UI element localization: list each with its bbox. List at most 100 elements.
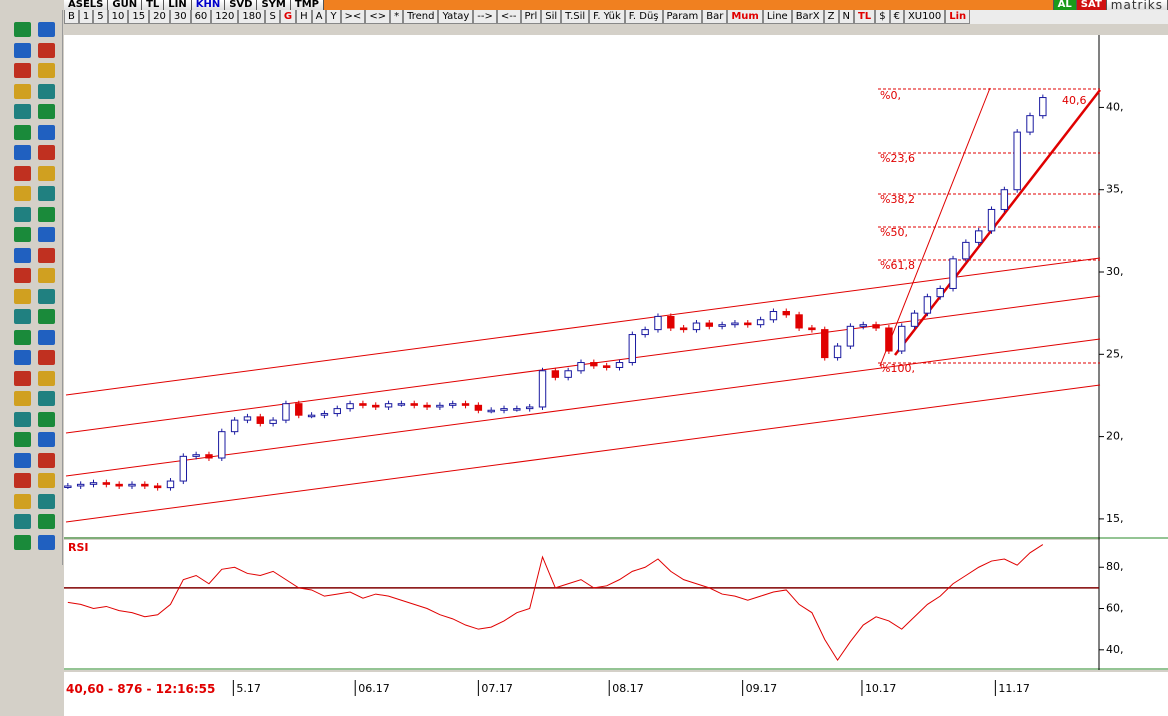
symbol[interactable]: ASELS [64, 0, 109, 10]
tool-icon[interactable] [38, 63, 55, 78]
tool-icon[interactable] [38, 514, 55, 529]
tool-icon[interactable] [14, 22, 31, 37]
toolbar-button[interactable]: 30 [169, 10, 191, 24]
toolbar-button[interactable]: Line [762, 10, 792, 24]
tool-icon[interactable] [14, 370, 31, 386]
toolbar-button[interactable]: F. Yük [589, 10, 625, 24]
tool-icon[interactable] [14, 309, 31, 324]
toolbar-button[interactable]: Y [326, 10, 341, 24]
toolbar-button[interactable]: N [838, 10, 854, 24]
toolbar-button[interactable]: SYM [257, 0, 291, 10]
toolbar-button[interactable]: S [265, 10, 280, 24]
tool-icon[interactable] [38, 350, 55, 365]
tool-icon[interactable] [14, 247, 31, 263]
tool-icon[interactable] [14, 329, 31, 345]
tool-icon[interactable] [38, 534, 55, 550]
buy-button[interactable]: AL [1053, 0, 1077, 10]
toolbar-button[interactable]: * [390, 10, 404, 24]
toolbar-button[interactable]: F. Düş [624, 10, 663, 24]
tool-icon[interactable] [14, 165, 31, 181]
toolbar-button[interactable]: KHN [192, 0, 226, 10]
toolbar-button[interactable]: TL [142, 0, 165, 10]
tool-icon[interactable] [14, 514, 31, 529]
toolbar-button[interactable]: 5 [93, 10, 108, 24]
toolbar-button[interactable]: <-- [496, 10, 521, 24]
tool-icon[interactable] [14, 268, 31, 283]
tool-icon[interactable] [14, 391, 31, 406]
tool-icon[interactable] [14, 452, 31, 468]
tool-icon[interactable] [14, 411, 31, 427]
tool-icon[interactable] [14, 124, 31, 140]
tool-icon[interactable] [38, 165, 55, 181]
tool-icon[interactable] [38, 493, 55, 509]
tool-icon[interactable] [14, 145, 31, 160]
tool-icon[interactable] [38, 42, 55, 58]
tool-icon[interactable] [38, 452, 55, 468]
tool-icon[interactable] [14, 42, 31, 58]
toolbar-button[interactable]: <> [365, 10, 391, 24]
toolbar-button[interactable]: T.Sil [561, 10, 590, 24]
tool-icon[interactable] [38, 411, 55, 427]
toolbar-button[interactable]: H [296, 10, 312, 24]
tool-icon[interactable] [14, 63, 31, 78]
tool-icon[interactable] [38, 391, 55, 406]
tool-icon[interactable] [14, 534, 31, 550]
tool-icon[interactable] [14, 83, 31, 99]
toolbar-button[interactable]: 180 [238, 10, 266, 24]
toolbar-button[interactable]: 120 [211, 10, 239, 24]
toolbar-button[interactable]: Yatay [438, 10, 474, 24]
tool-icon[interactable] [14, 350, 31, 365]
tool-icon[interactable] [14, 473, 31, 488]
toolbar-button[interactable]: G [279, 10, 297, 24]
tool-icon[interactable] [38, 309, 55, 324]
toolbar-button[interactable]: $ [875, 10, 890, 24]
tool-icon[interactable] [38, 432, 55, 447]
toolbar-button[interactable]: Lin [945, 10, 971, 24]
toolbar-button[interactable]: Z [823, 10, 839, 24]
toolbar-button[interactable]: --> [473, 10, 497, 24]
tool-icon[interactable] [14, 206, 31, 222]
toolbar-button[interactable]: GUN [108, 0, 143, 10]
toolbar-button[interactable]: B [64, 10, 79, 24]
toolbar-button[interactable]: 15 [128, 10, 150, 24]
toolbar-button[interactable]: LIN [164, 0, 192, 10]
toolbar-button[interactable]: 1 [78, 10, 94, 24]
tool-icon[interactable] [14, 288, 31, 304]
tool-icon[interactable] [38, 145, 55, 160]
sell-button[interactable]: SAT [1076, 0, 1107, 10]
tool-icon[interactable] [38, 124, 55, 140]
tool-icon[interactable] [38, 83, 55, 99]
tool-icon[interactable] [38, 268, 55, 283]
toolbar-button[interactable]: Trend [403, 10, 439, 24]
tool-icon[interactable] [38, 186, 55, 201]
toolbar-button[interactable]: 10 [107, 10, 129, 24]
toolbar-button[interactable]: Bar [702, 10, 728, 24]
toolbar-button[interactable]: 60 [190, 10, 212, 24]
toolbar-button[interactable]: Sil [541, 10, 562, 24]
tool-icon[interactable] [14, 227, 31, 242]
tool-icon[interactable] [38, 329, 55, 345]
toolbar-button[interactable]: 20 [149, 10, 170, 24]
tool-icon[interactable] [38, 227, 55, 242]
tool-icon[interactable] [38, 206, 55, 222]
toolbar-button[interactable]: TMP [291, 0, 324, 10]
toolbar-button[interactable]: >< [340, 10, 366, 24]
tool-icon[interactable] [38, 288, 55, 304]
tool-icon[interactable] [38, 247, 55, 263]
toolbar-button[interactable]: SVD [225, 0, 258, 10]
toolbar-button[interactable]: A [311, 10, 327, 24]
toolbar-button[interactable]: Mum [727, 10, 763, 24]
tool-icon[interactable] [38, 22, 55, 37]
toolbar-button[interactable]: € [889, 10, 904, 24]
toolbar-button[interactable]: TL [853, 10, 876, 24]
tool-icon[interactable] [38, 104, 55, 119]
tool-icon[interactable] [14, 493, 31, 509]
tool-icon[interactable] [14, 186, 31, 201]
toolbar-button[interactable]: XU100 [903, 10, 946, 24]
toolbar-button[interactable]: BarX [791, 10, 824, 24]
toolbar-button[interactable]: Param [662, 10, 703, 24]
toolbar-button[interactable]: Prl [520, 10, 542, 24]
tool-icon[interactable] [14, 432, 31, 447]
tool-icon[interactable] [38, 370, 55, 386]
tool-icon[interactable] [38, 473, 55, 488]
